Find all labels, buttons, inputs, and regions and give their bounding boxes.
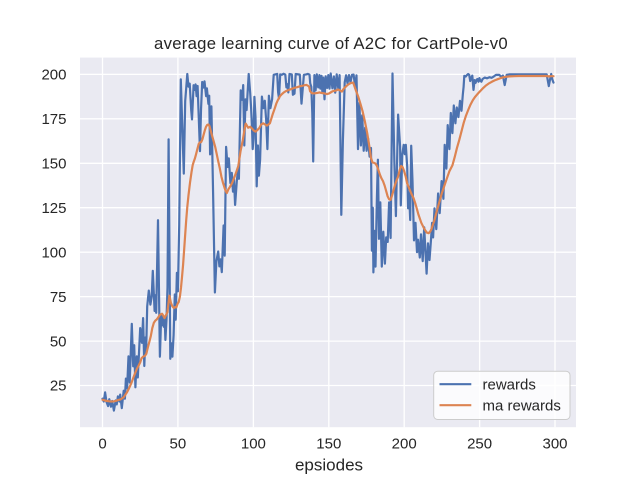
svg-text:50: 50 — [170, 436, 187, 453]
svg-text:150: 150 — [41, 156, 66, 173]
svg-text:125: 125 — [41, 200, 66, 217]
svg-text:ma rewards: ma rewards — [483, 398, 561, 415]
svg-text:rewards: rewards — [483, 377, 536, 394]
svg-text:epsiodes: epsiodes — [295, 456, 363, 475]
svg-text:100: 100 — [41, 244, 66, 261]
svg-text:175: 175 — [41, 111, 66, 128]
svg-text:300: 300 — [542, 436, 567, 453]
svg-text:0: 0 — [98, 436, 106, 453]
svg-text:200: 200 — [392, 436, 417, 453]
svg-text:25: 25 — [50, 378, 67, 395]
svg-text:average learning curve of A2C: average learning curve of A2C for CartPo… — [154, 34, 508, 53]
svg-text:100: 100 — [241, 436, 266, 453]
svg-text:50: 50 — [50, 333, 67, 350]
svg-text:150: 150 — [316, 436, 341, 453]
svg-text:75: 75 — [50, 289, 67, 306]
svg-text:200: 200 — [41, 67, 66, 84]
svg-text:250: 250 — [467, 436, 492, 453]
